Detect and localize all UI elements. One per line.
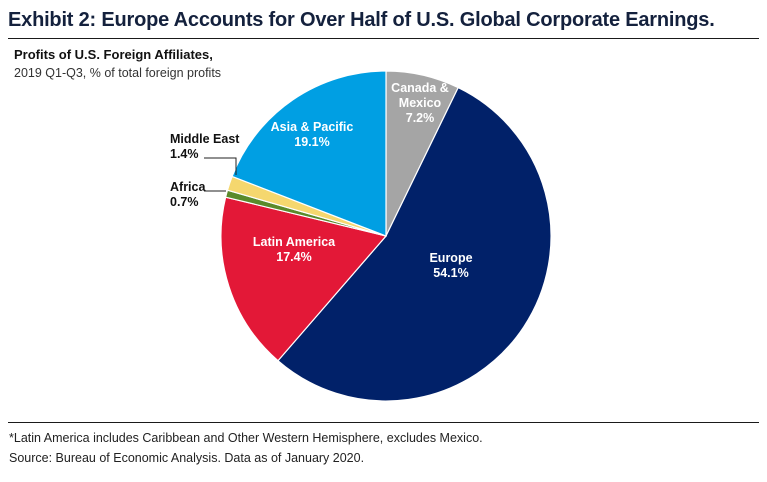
source-note: Source: Bureau of Economic Analysis. Dat… [9, 451, 365, 465]
title-rule [8, 38, 759, 39]
slice-name-africa: Africa [170, 180, 206, 194]
slice-name-europe: Europe [429, 251, 472, 265]
chart-subtitle-units: 2019 Q1-Q3, % of total foreign profits [14, 66, 222, 80]
slice-value-middle-east: 1.4% [170, 147, 199, 161]
pie-slice-latin-america [220, 196, 388, 362]
slice-name-latin-america: Latin America [253, 235, 336, 249]
slice-value-africa: 0.7% [170, 195, 199, 209]
pie-slice-europe [277, 86, 552, 402]
chart-title: Exhibit 2: Europe Accounts for Over Half… [8, 9, 715, 31]
pie-slice-asia-and-pacific [231, 70, 387, 237]
slice-label-asia-and-pacific: Asia & Pacific 19.1% [271, 120, 354, 149]
slice-name-middle-east: Middle East [170, 132, 240, 146]
slice-name-canada-and-mexico: Canada & [391, 81, 449, 95]
slice-label-latin-america: Latin America 17.4% [253, 235, 336, 264]
slice-name-canada-and-mexico: Mexico [399, 96, 442, 110]
slice-value-asia-and-pacific: 19.1% [294, 135, 329, 149]
slice-value-latin-america: 17.4% [276, 250, 311, 264]
leader-line-middle-east [204, 157, 237, 175]
slice-value-europe: 54.1% [433, 266, 468, 280]
slice-name-asia-and-pacific: Asia & Pacific [271, 120, 354, 134]
slice-label-middle-east: Middle East 1.4% [170, 132, 240, 161]
footnote: *Latin America includes Caribbean and Ot… [9, 431, 483, 445]
slice-label-europe: Europe 54.1% [429, 251, 472, 280]
slice-value-canada-and-mexico: 7.2% [406, 111, 435, 125]
chart-subtitle: Profits of U.S. Foreign Affiliates, [14, 47, 213, 62]
slice-label-africa: Africa 0.7% [170, 180, 206, 209]
slice-label-canada-and-mexico: Canada & Mexico 7.2% [391, 81, 449, 125]
footer-rule [8, 422, 759, 423]
